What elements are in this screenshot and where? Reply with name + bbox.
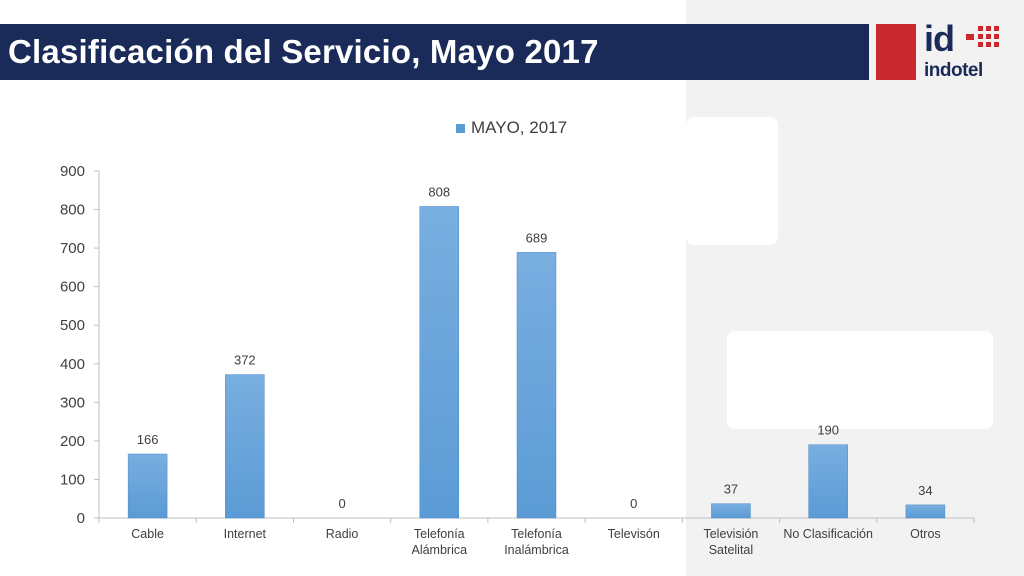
bar bbox=[419, 206, 460, 519]
data-label: 372 bbox=[234, 353, 256, 368]
x-tick-label: Radio bbox=[326, 527, 359, 541]
y-tick-label: 800 bbox=[60, 202, 85, 219]
x-tick-label: Otros bbox=[910, 527, 941, 541]
bar bbox=[808, 444, 848, 519]
data-label: 34 bbox=[918, 483, 932, 498]
x-tick-label: Televisión bbox=[703, 527, 758, 541]
logo-mark: id bbox=[924, 18, 955, 59]
y-tick-label: 200 bbox=[60, 433, 85, 450]
bar bbox=[711, 503, 751, 519]
logo-red-block bbox=[876, 24, 916, 80]
background-card bbox=[727, 331, 993, 429]
y-tick-label: 400 bbox=[60, 356, 85, 373]
data-label: 689 bbox=[526, 230, 548, 245]
indotel-logo: id indotel bbox=[922, 18, 1006, 84]
data-label: 166 bbox=[137, 432, 159, 447]
y-tick-label: 300 bbox=[60, 394, 85, 411]
x-tick-label: Telefonía bbox=[511, 527, 562, 541]
legend-label: MAYO, 2017 bbox=[471, 118, 568, 137]
bar bbox=[127, 453, 168, 519]
page-title: Clasificación del Servicio, Mayo 2017 bbox=[8, 33, 599, 70]
data-label: 37 bbox=[724, 482, 738, 497]
data-label: 0 bbox=[630, 496, 637, 511]
bar bbox=[516, 252, 557, 519]
bar bbox=[905, 504, 946, 519]
y-tick-label: 100 bbox=[60, 471, 85, 488]
data-label: 190 bbox=[817, 423, 839, 438]
y-tick-label: 600 bbox=[60, 279, 85, 296]
x-tick-label: Cable bbox=[131, 527, 164, 541]
background-card bbox=[686, 117, 778, 245]
x-tick-label: Telefonía bbox=[414, 527, 465, 541]
chart-legend: MAYO, 2017 bbox=[456, 118, 567, 138]
x-tick-label: Alámbrica bbox=[411, 543, 467, 557]
y-tick-label: 500 bbox=[60, 317, 85, 334]
bar bbox=[225, 374, 265, 519]
x-tick-label: No Clasificación bbox=[783, 527, 873, 541]
y-tick-label: 700 bbox=[60, 240, 85, 257]
x-tick-label: Satelital bbox=[709, 543, 753, 557]
title-bar: Clasificación del Servicio, Mayo 2017 bbox=[0, 24, 869, 80]
y-tick-label: 0 bbox=[77, 510, 85, 527]
y-tick-label: 900 bbox=[60, 163, 85, 180]
logo-grid-icon bbox=[966, 26, 999, 47]
logo-wordmark: indotel bbox=[924, 60, 983, 81]
background-panel bbox=[686, 0, 1024, 576]
data-label: 808 bbox=[428, 184, 450, 199]
x-tick-label: Internet bbox=[224, 527, 267, 541]
legend-swatch bbox=[456, 123, 465, 133]
data-label: 0 bbox=[338, 496, 345, 511]
x-tick-label: Televisón bbox=[608, 527, 660, 541]
x-tick-label: Inalámbrica bbox=[504, 543, 569, 557]
